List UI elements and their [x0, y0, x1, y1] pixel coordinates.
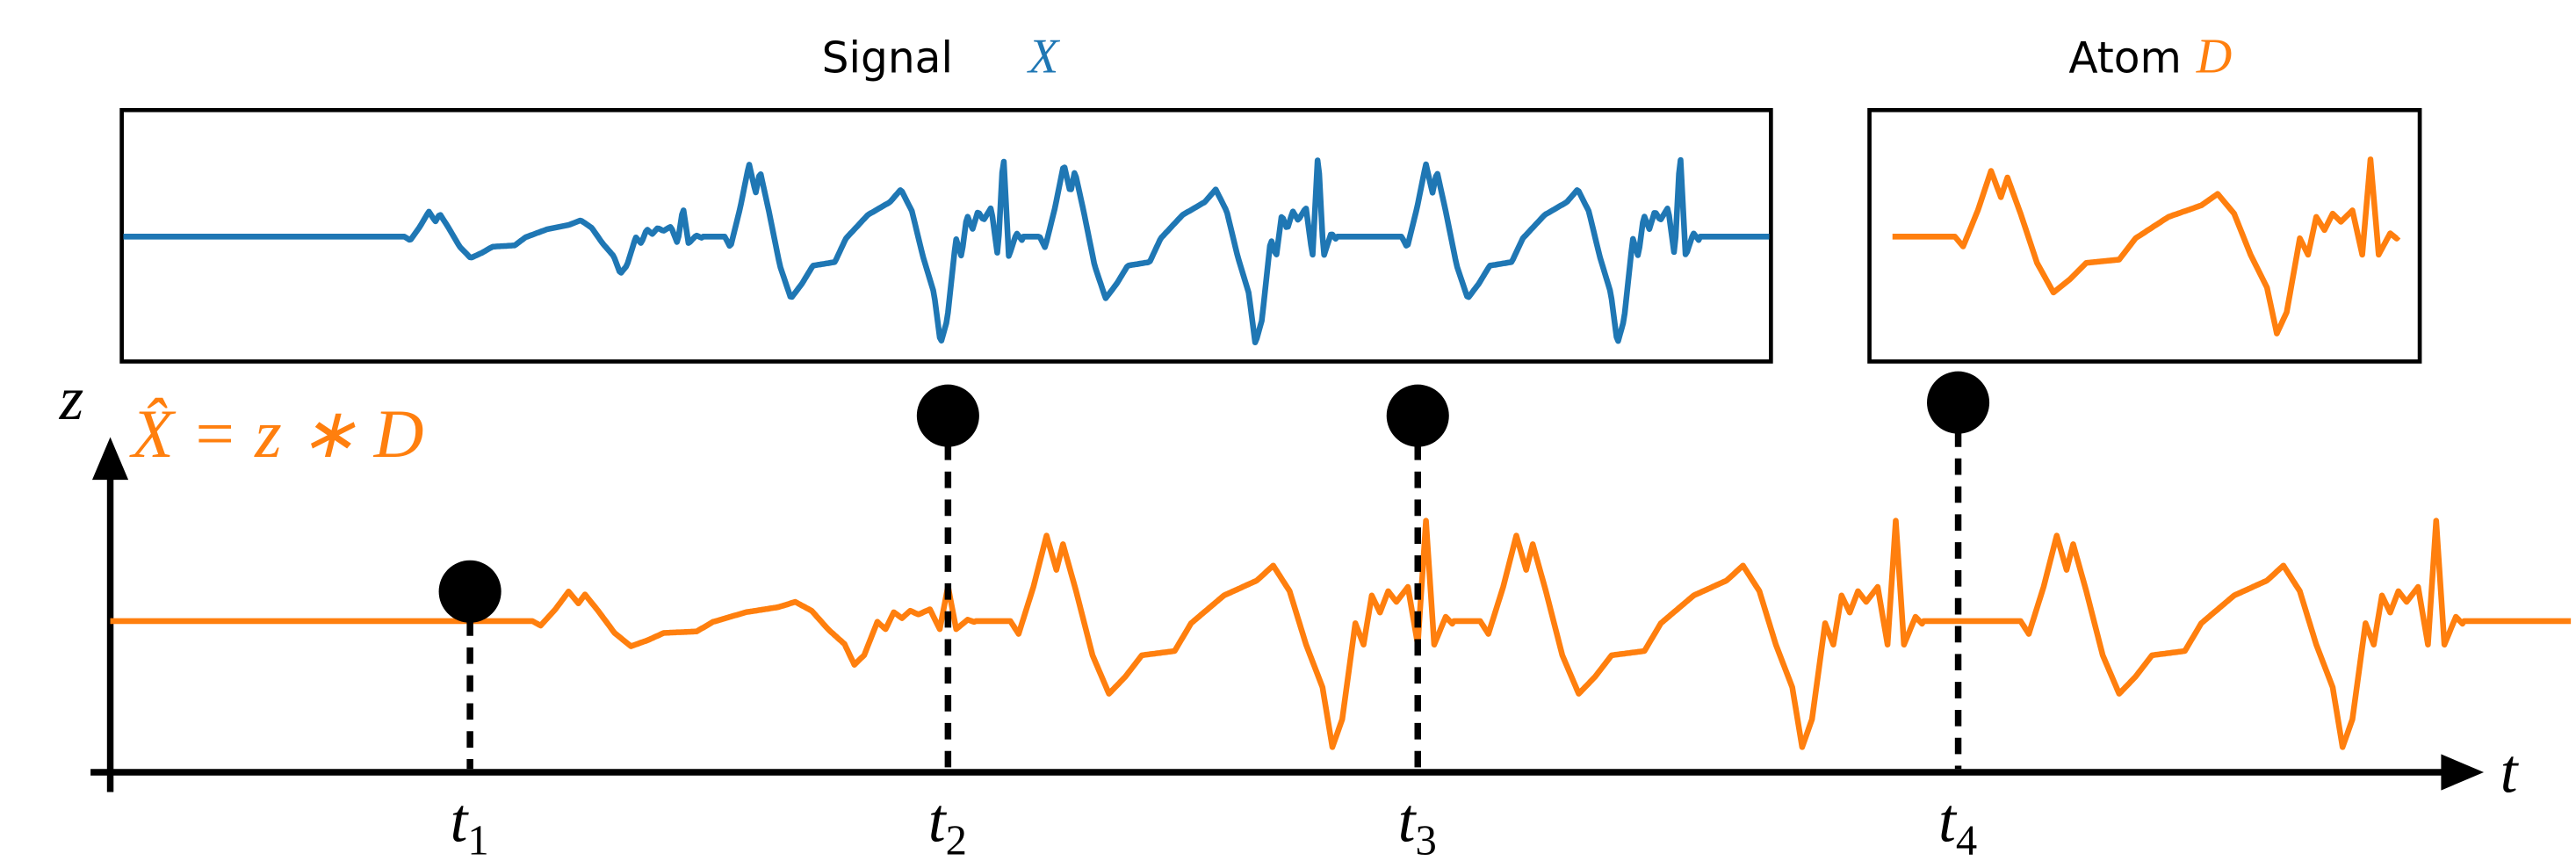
- x-arrow: [2441, 754, 2485, 791]
- activation-dot: [1386, 384, 1449, 447]
- atom-box: [1867, 107, 2422, 364]
- atom-symbol: D: [2196, 29, 2233, 83]
- activation-dot: [438, 560, 501, 623]
- time-tick-base: t: [928, 787, 948, 856]
- signal-box: [119, 107, 1773, 364]
- activation-dot: [916, 384, 979, 447]
- time-tick-sub: 4: [1956, 817, 1977, 861]
- time-tick-label: t4: [1938, 787, 1977, 861]
- y-arrow: [91, 437, 129, 481]
- signal-curve: [122, 156, 1771, 346]
- time-tick-sub: 1: [467, 817, 488, 861]
- time-tick-sub: 3: [1416, 817, 1437, 861]
- activation-dot: [1927, 371, 1990, 434]
- reconstruction-curve: [109, 517, 2572, 750]
- time-tick-label: t2: [928, 787, 967, 861]
- time-tick-label: t3: [1398, 787, 1437, 861]
- signal-title: Signal: [822, 33, 953, 83]
- time-tick-base: t: [451, 787, 470, 856]
- y-axis-label: z: [59, 365, 84, 433]
- signal-symbol: X: [1027, 29, 1061, 83]
- time-tick-label: t1: [451, 787, 489, 861]
- atom-curve: [1891, 156, 2401, 336]
- x-axis-label: t: [2500, 737, 2520, 806]
- formula: X̂ = z ∗ D: [129, 395, 424, 472]
- atom-title: Atom: [2068, 33, 2182, 83]
- time-tick-base: t: [1398, 787, 1418, 856]
- dynamic-layer: t1 t2 t3 t4: [109, 156, 2572, 861]
- time-tick-sub: 2: [946, 817, 967, 861]
- time-tick-base: t: [1938, 787, 1958, 856]
